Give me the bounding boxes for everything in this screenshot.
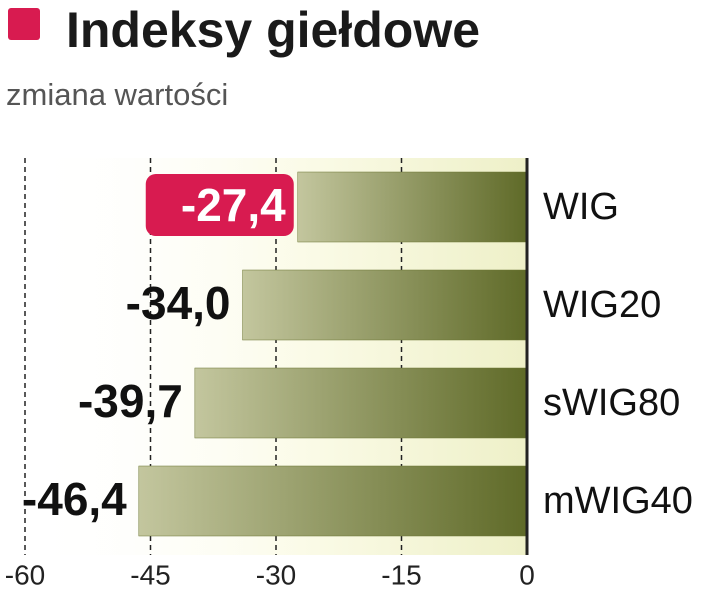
x-tick-label: -15 bbox=[381, 559, 421, 590]
value-label: -39,7 bbox=[78, 375, 183, 427]
category-label: sWIG80 bbox=[543, 382, 680, 424]
x-tick-label: 0 bbox=[519, 559, 535, 590]
chart-title: Indeksy giełdowe bbox=[66, 2, 480, 58]
bar bbox=[242, 269, 528, 341]
x-tick-label: -45 bbox=[130, 559, 170, 590]
bar bbox=[138, 465, 528, 537]
value-label: -34,0 bbox=[126, 277, 231, 329]
bar bbox=[297, 171, 528, 243]
x-tick-label: -30 bbox=[256, 559, 296, 590]
x-tick-label: -60 bbox=[5, 559, 45, 590]
category-label: mWIG40 bbox=[543, 480, 693, 522]
bar bbox=[194, 367, 528, 439]
value-label: -46,4 bbox=[22, 473, 127, 525]
title-marker bbox=[8, 8, 40, 40]
label-highlight bbox=[145, 174, 294, 236]
category-label: WIG bbox=[543, 186, 619, 228]
value-label: -27,4 bbox=[181, 179, 286, 231]
chart-subtitle: zmiana wartości bbox=[6, 77, 228, 112]
category-label: WIG20 bbox=[543, 284, 661, 326]
